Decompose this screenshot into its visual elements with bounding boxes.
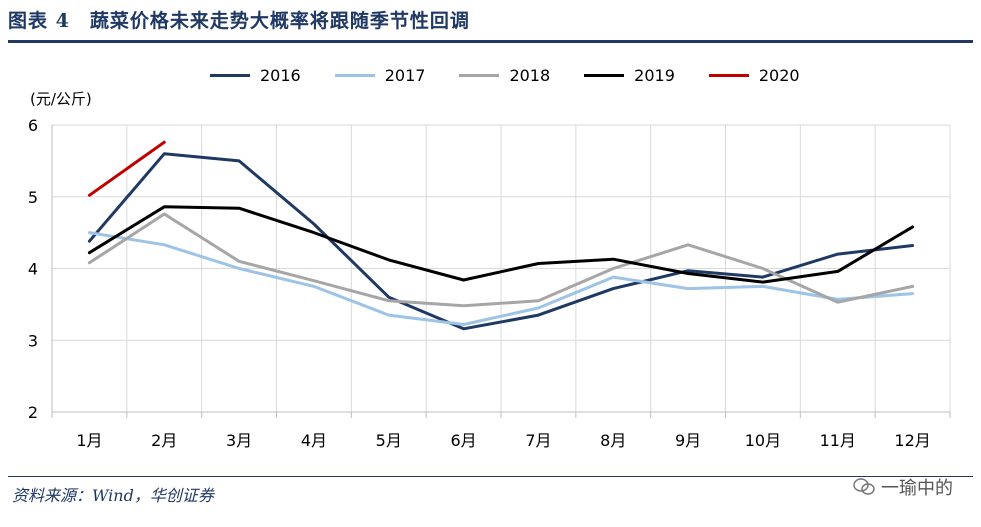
legend-swatch: [584, 74, 625, 77]
legend-swatch: [459, 74, 500, 77]
series-line-2020: [87, 140, 166, 197]
legend-label: 2019: [634, 66, 675, 85]
y-axis-unit-label: (元/公斤): [30, 90, 92, 108]
x-tick-label: 9月: [675, 431, 701, 450]
legend-swatch: [334, 74, 375, 77]
y-tick-label: 2: [28, 403, 38, 422]
chart-legend: 2016 2017 2018 2019 2020: [210, 66, 800, 85]
y-tick-label: 4: [28, 260, 38, 279]
legend-item-2017: 2017: [334, 66, 426, 85]
x-tick-label: 12月: [894, 431, 930, 450]
series-line-2019: [87, 205, 915, 284]
watermark-text: 一瑜中的: [881, 478, 953, 499]
x-tick-label: 1月: [76, 431, 102, 450]
legend-label: 2017: [384, 66, 426, 85]
legend-item-2016: 2016: [210, 66, 301, 85]
x-tick-label: 3月: [226, 431, 252, 450]
footer-divider: [8, 476, 973, 477]
source-note: 资料来源：Wind，华创证券: [12, 486, 214, 505]
x-tick-label: 2月: [151, 431, 177, 450]
wechat-icon: [853, 478, 875, 495]
title-divider: [8, 40, 973, 43]
legend-item-2018: 2018: [459, 66, 550, 85]
x-tick-label: 11月: [820, 431, 856, 450]
series-line-2017: [87, 231, 915, 326]
y-tick-label: 3: [28, 331, 38, 350]
legend-swatch: [708, 74, 749, 77]
watermark: 一瑜中的: [853, 474, 953, 500]
x-tick-label: 8月: [600, 431, 626, 450]
legend-label: 2020: [758, 66, 800, 85]
x-tick-label: 6月: [450, 431, 476, 450]
legend-swatch: [210, 74, 250, 77]
x-tick-label: 4月: [301, 431, 327, 450]
x-tick-label: 5月: [376, 431, 402, 450]
y-tick-label: 5: [28, 188, 38, 207]
legend-label: 2018: [509, 66, 551, 85]
x-tick-label: 7月: [525, 431, 551, 450]
legend-label: 2016: [260, 66, 301, 85]
y-tick-label: 6: [28, 116, 38, 135]
legend-item-2019: 2019: [584, 66, 675, 85]
series-line-2018: [87, 212, 915, 308]
figure-title: 图表 4 蔬菜价格未来走势大概率将跟随季节性回调: [8, 10, 470, 32]
legend-item-2020: 2020: [708, 66, 800, 85]
x-tick-label: 10月: [745, 431, 781, 450]
